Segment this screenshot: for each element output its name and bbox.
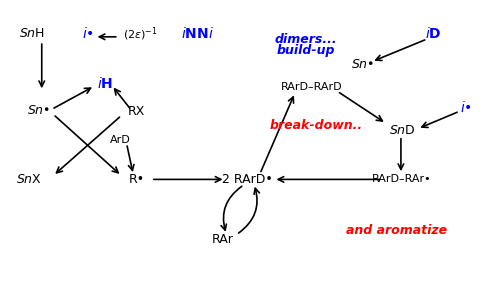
Text: RAr: RAr bbox=[212, 233, 234, 246]
Text: $\mathit{Sn}$•: $\mathit{Sn}$• bbox=[351, 58, 374, 71]
Text: $\mathit{Sn}$X: $\mathit{Sn}$X bbox=[16, 173, 42, 186]
Text: $\mathit{Sn}$•: $\mathit{Sn}$• bbox=[26, 104, 50, 117]
Text: RArD–RArD: RArD–RArD bbox=[280, 82, 342, 92]
Text: $\mathit{Sn}$H: $\mathit{Sn}$H bbox=[19, 27, 45, 40]
Text: dimers...: dimers... bbox=[275, 33, 338, 46]
Text: build-up: build-up bbox=[277, 44, 336, 56]
Text: R•: R• bbox=[128, 173, 144, 186]
Text: $(2\varepsilon)^{-1}$: $(2\varepsilon)^{-1}$ bbox=[122, 25, 157, 43]
Text: 2 RArD•: 2 RArD• bbox=[222, 173, 273, 186]
Text: $\it{i}$•: $\it{i}$• bbox=[460, 100, 471, 115]
Text: RX: RX bbox=[128, 105, 145, 118]
Text: $\mathit{Sn}$D: $\mathit{Sn}$D bbox=[388, 124, 415, 137]
Text: $\it{i}$•: $\it{i}$• bbox=[82, 26, 94, 41]
Text: $\it{i}$D: $\it{i}$D bbox=[426, 26, 442, 41]
Text: $\it{i}$H: $\it{i}$H bbox=[98, 76, 114, 91]
Text: ArD: ArD bbox=[110, 135, 130, 145]
Text: and aromatize: and aromatize bbox=[346, 224, 446, 237]
Text: break-down..: break-down.. bbox=[270, 118, 362, 131]
Text: RArD–RAr•: RArD–RAr• bbox=[372, 174, 432, 184]
Text: $\it{i}$NN$\it{i}$: $\it{i}$NN$\it{i}$ bbox=[182, 26, 214, 41]
